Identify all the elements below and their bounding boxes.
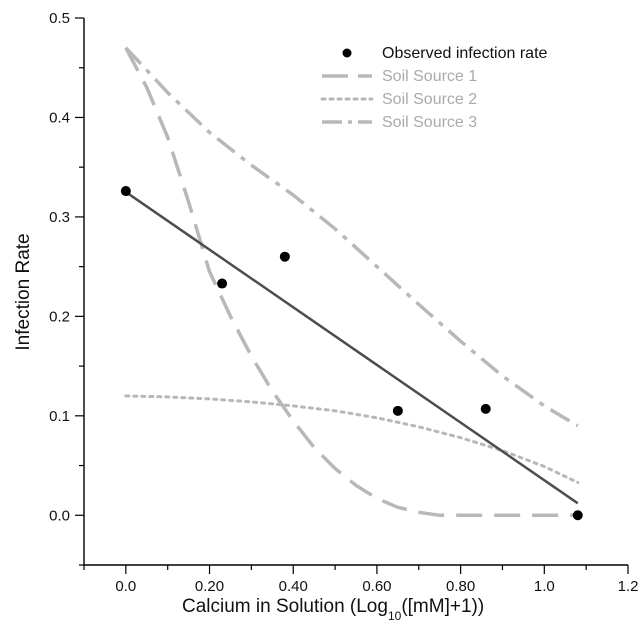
axes bbox=[83, 18, 628, 566]
y-tick-label: 0.5 bbox=[49, 10, 70, 27]
x-axis-title-subscript: 10 bbox=[388, 609, 402, 623]
x-axis-title-tail: ([mM]+1)) bbox=[401, 596, 484, 617]
y-tick-label: 0.1 bbox=[49, 408, 70, 425]
data-point bbox=[217, 278, 228, 289]
legend-label: Soil Source 2 bbox=[382, 91, 477, 108]
data-point bbox=[120, 186, 131, 197]
legend-label: Soil Source 3 bbox=[382, 114, 477, 131]
y-axis-title: Infection Rate bbox=[13, 233, 34, 350]
ticks: 0.0 0.20 0.40 0.60 0.80 1.0 1.2 0.0 0.1 0.2 0.3 0.4… bbox=[49, 10, 638, 595]
regression-line bbox=[125, 190, 579, 505]
series-line-soil-source-2 bbox=[124, 394, 580, 484]
data-point bbox=[392, 405, 403, 416]
legend-label: Observed infection rate bbox=[382, 45, 548, 62]
legend: Observed infection rate Soil Source 1 Soil… bbox=[320, 45, 548, 131]
legend-label: Soil Source 1 bbox=[382, 68, 477, 85]
series-line-soil-source-3 bbox=[124, 46, 579, 428]
data-point bbox=[572, 510, 583, 521]
y-tick-label: 0.3 bbox=[49, 209, 70, 226]
x-tick-label: 0.60 bbox=[362, 578, 391, 595]
x-tick-label: 1.0 bbox=[534, 578, 555, 595]
x-tick-label: 0.0 bbox=[115, 578, 136, 595]
y-tick-label: 0.2 bbox=[49, 308, 70, 325]
x-tick-label: 0.20 bbox=[195, 578, 224, 595]
legend-marker bbox=[342, 48, 352, 58]
x-axis-title-main: Calcium in Solution (Log bbox=[182, 596, 388, 617]
x-tick-label: 0.40 bbox=[279, 578, 308, 595]
plot-area bbox=[120, 46, 583, 521]
x-tick-label: 1.2 bbox=[618, 578, 639, 595]
y-tick-label: 0.4 bbox=[49, 109, 70, 126]
data-point bbox=[480, 403, 491, 414]
x-axis-title: Calcium in Solution (Log10([mM]+1)) bbox=[182, 596, 484, 623]
x-tick-label: 0.80 bbox=[446, 578, 475, 595]
data-point bbox=[279, 251, 290, 262]
series-line-soil-source-1 bbox=[124, 46, 578, 518]
y-tick-label: 0.0 bbox=[49, 507, 70, 524]
